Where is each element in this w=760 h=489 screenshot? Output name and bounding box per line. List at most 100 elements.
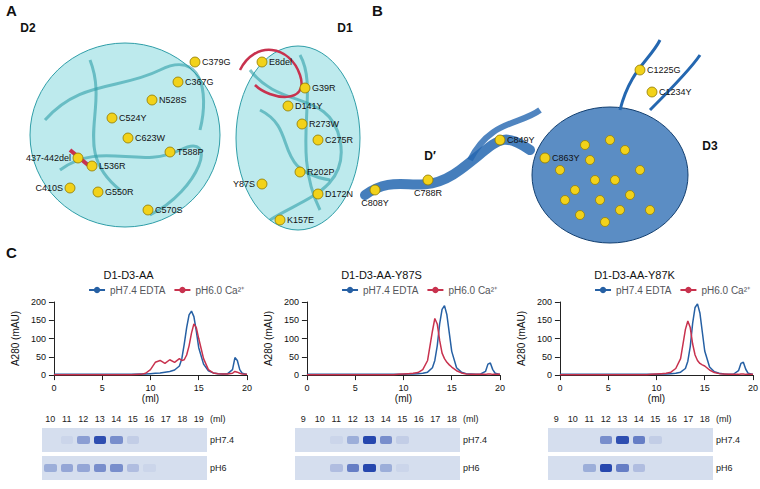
svg-text:5: 5 bbox=[353, 383, 358, 393]
svg-text:B: B bbox=[372, 2, 383, 19]
svg-text:C1234Y: C1234Y bbox=[659, 87, 692, 97]
svg-text:D1-D3-AA: D1-D3-AA bbox=[103, 269, 154, 281]
html-text:18: 18 bbox=[177, 414, 188, 424]
html-text:10: 10 bbox=[45, 414, 56, 424]
html-text:pH6: pH6 bbox=[210, 463, 227, 473]
svg-text:pH6.0 Ca²⁺: pH6.0 Ca²⁺ bbox=[701, 285, 751, 296]
html-text:18: 18 bbox=[446, 414, 457, 424]
svg-text:E8del: E8del bbox=[269, 57, 292, 67]
svg-text:T588P: T588P bbox=[177, 147, 204, 157]
svg-text:0: 0 bbox=[557, 383, 562, 393]
svg-text:10: 10 bbox=[145, 383, 155, 393]
svg-text:D1: D1 bbox=[337, 21, 353, 35]
svg-text:5: 5 bbox=[606, 383, 611, 393]
svg-text:D2: D2 bbox=[20, 21, 36, 35]
svg-text:15: 15 bbox=[194, 383, 204, 393]
svg-text:100: 100 bbox=[537, 334, 552, 344]
svg-text:D172N: D172N bbox=[325, 189, 353, 199]
svg-text:0: 0 bbox=[294, 370, 299, 380]
svg-text:D1-D3-AA-Y87K: D1-D3-AA-Y87K bbox=[594, 269, 675, 281]
svg-text:C275R: C275R bbox=[325, 135, 354, 145]
svg-text:150: 150 bbox=[31, 315, 46, 325]
html-text:16: 16 bbox=[144, 414, 155, 424]
svg-text:C367G: C367G bbox=[185, 77, 214, 87]
svg-text:20: 20 bbox=[495, 383, 505, 393]
svg-text:D3: D3 bbox=[702, 139, 718, 153]
svg-text:D′: D′ bbox=[424, 149, 436, 163]
svg-text:200: 200 bbox=[537, 297, 552, 307]
svg-text:100: 100 bbox=[31, 334, 46, 344]
svg-text:(ml): (ml) bbox=[648, 393, 665, 404]
svg-text:Y87S: Y87S bbox=[233, 179, 255, 189]
html-text:pH7.4: pH7.4 bbox=[210, 435, 234, 445]
svg-text:C849Y: C849Y bbox=[507, 135, 535, 145]
svg-text:A: A bbox=[6, 2, 17, 19]
svg-text:A280 (mAU): A280 (mAU) bbox=[263, 311, 274, 366]
svg-text:G39R: G39R bbox=[312, 83, 336, 93]
svg-text:10: 10 bbox=[398, 383, 408, 393]
svg-text:C863Y: C863Y bbox=[552, 153, 580, 163]
html-text:12: 12 bbox=[347, 414, 358, 424]
svg-text:(ml): (ml) bbox=[395, 393, 412, 404]
svg-text:L536R: L536R bbox=[99, 161, 126, 171]
svg-text:50: 50 bbox=[36, 352, 46, 362]
svg-text:20: 20 bbox=[242, 383, 252, 393]
svg-text:150: 150 bbox=[284, 315, 299, 325]
svg-text:D141Y: D141Y bbox=[295, 101, 323, 111]
svg-text:K157E: K157E bbox=[287, 215, 314, 225]
svg-text:0: 0 bbox=[51, 383, 56, 393]
svg-text:C410S: C410S bbox=[35, 183, 63, 193]
svg-text:N528S: N528S bbox=[159, 95, 187, 105]
svg-text:437-442del: 437-442del bbox=[26, 153, 71, 163]
svg-text:D1-D3-AA-Y87S: D1-D3-AA-Y87S bbox=[341, 269, 422, 281]
svg-text:C1225G: C1225G bbox=[647, 65, 681, 75]
html-text:11: 11 bbox=[331, 414, 341, 424]
svg-text:C524Y: C524Y bbox=[119, 113, 147, 123]
html-text:10: 10 bbox=[314, 414, 325, 424]
svg-text:pH7.4 EDTA: pH7.4 EDTA bbox=[363, 285, 419, 296]
html-text:14: 14 bbox=[380, 414, 391, 424]
svg-text:A280 (mAU): A280 (mAU) bbox=[10, 311, 21, 366]
svg-text:R202P: R202P bbox=[307, 167, 335, 177]
svg-text:(ml): (ml) bbox=[142, 393, 159, 404]
svg-text:C570S: C570S bbox=[155, 205, 183, 215]
html-text:(ml): (ml) bbox=[210, 414, 226, 424]
svg-text:20: 20 bbox=[748, 383, 758, 393]
html-text:16: 16 bbox=[413, 414, 424, 424]
svg-text:0: 0 bbox=[41, 370, 46, 380]
svg-text:15: 15 bbox=[700, 383, 710, 393]
svg-text:C623W: C623W bbox=[135, 133, 166, 143]
svg-text:G550R: G550R bbox=[105, 187, 134, 197]
svg-text:0: 0 bbox=[304, 383, 309, 393]
html-text:11: 11 bbox=[62, 414, 72, 424]
svg-text:150: 150 bbox=[537, 315, 552, 325]
html-text:15: 15 bbox=[397, 414, 408, 424]
svg-text:pH7.4 EDTA: pH7.4 EDTA bbox=[616, 285, 672, 296]
svg-text:C788R: C788R bbox=[414, 188, 443, 198]
svg-text:200: 200 bbox=[284, 297, 299, 307]
svg-text:5: 5 bbox=[100, 383, 105, 393]
html-text:13: 13 bbox=[364, 414, 375, 424]
svg-text:C: C bbox=[6, 244, 17, 261]
svg-text:C379G: C379G bbox=[202, 57, 231, 67]
svg-text:50: 50 bbox=[542, 352, 552, 362]
svg-text:pH6.0 Ca²⁺: pH6.0 Ca²⁺ bbox=[195, 285, 245, 296]
html-text:15: 15 bbox=[127, 414, 138, 424]
svg-text:pH7.4 EDTA: pH7.4 EDTA bbox=[110, 285, 166, 296]
svg-text:50: 50 bbox=[289, 352, 299, 362]
svg-text:10: 10 bbox=[651, 383, 661, 393]
html-text:13: 13 bbox=[94, 414, 105, 424]
svg-text:pH6.0 Ca²⁺: pH6.0 Ca²⁺ bbox=[448, 285, 498, 296]
svg-text:15: 15 bbox=[447, 383, 457, 393]
svg-text:0: 0 bbox=[547, 370, 552, 380]
svg-text:C808Y: C808Y bbox=[361, 198, 389, 208]
html-text:17: 17 bbox=[430, 414, 441, 424]
svg-text:100: 100 bbox=[284, 334, 299, 344]
svg-text:A280 (mAU): A280 (mAU) bbox=[516, 311, 527, 366]
html-text:19: 19 bbox=[193, 414, 204, 424]
html-text:12: 12 bbox=[78, 414, 89, 424]
svg-text:R273W: R273W bbox=[309, 119, 340, 129]
html-text:14: 14 bbox=[111, 414, 122, 424]
html-text:17: 17 bbox=[160, 414, 171, 424]
svg-text:200: 200 bbox=[31, 297, 46, 307]
